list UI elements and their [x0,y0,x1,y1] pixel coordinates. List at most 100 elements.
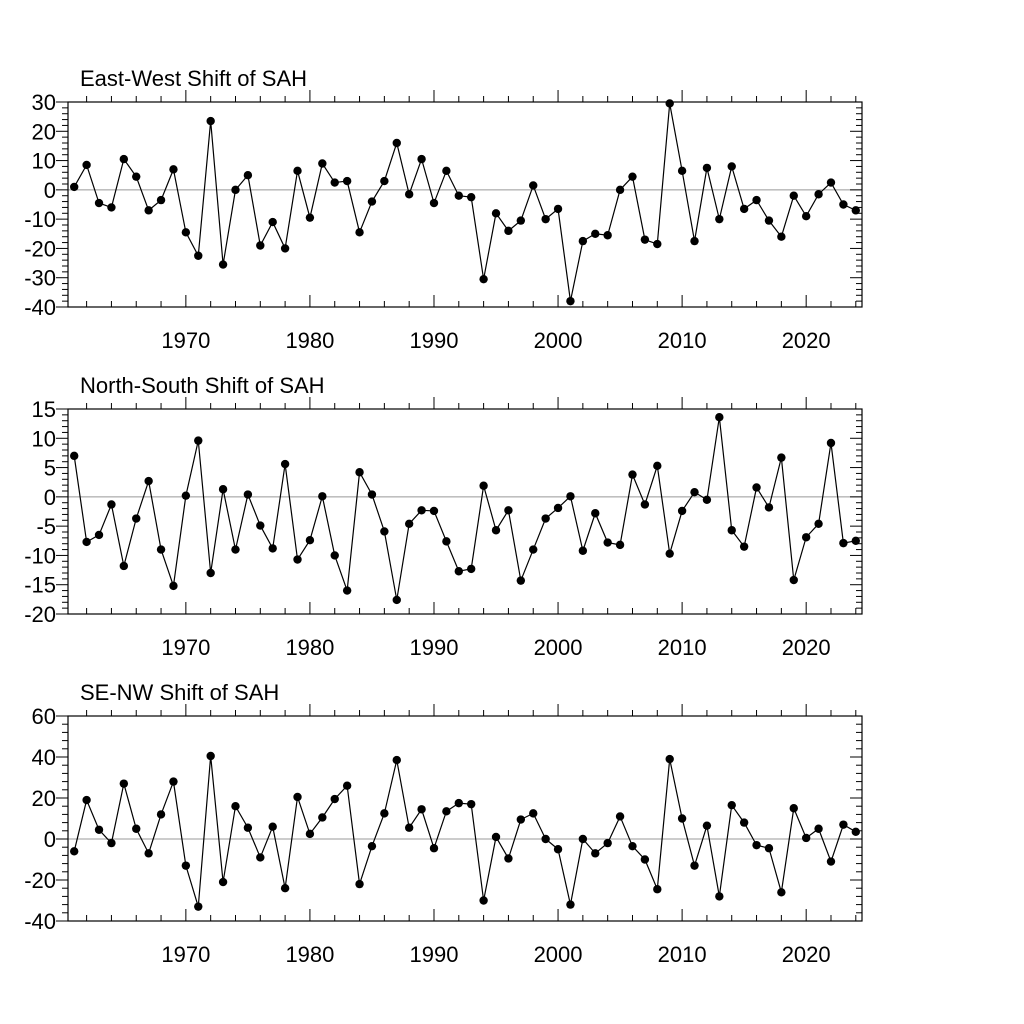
data-point [231,802,240,811]
chart-title: North-South Shift of SAH [80,373,325,398]
data-point [231,185,240,195]
data-point [243,490,253,499]
data-point [404,190,414,199]
data-point [640,235,650,244]
data-point [467,799,476,809]
data-point [380,176,389,186]
data-point [256,241,265,250]
chart-panel-1: East-West Shift of SAH -40 -30 -20 -10 0 10 20 3… [24,66,863,353]
data-point [826,178,836,187]
data-point [789,804,798,813]
data-point [429,506,439,516]
data-point [144,476,153,486]
data-point [615,812,625,821]
data-point [293,555,302,564]
data-point [603,538,612,547]
y-tick-label: 10 [32,149,56,174]
y-tick-label: 30 [32,90,56,115]
data-point [429,844,439,853]
series-line [73,417,856,601]
x-tick-label: 2010 [658,328,707,353]
data-point [640,855,650,864]
data-point [169,777,178,786]
data-point [814,190,823,199]
data-point [392,595,401,605]
data-point [479,481,488,490]
data-point [628,172,637,181]
data-point [628,841,637,851]
data-point [218,260,228,269]
data-point [342,586,352,595]
data-point [653,239,662,249]
y-tick-label: -10 [24,543,56,568]
x-tick-label: 2020 [782,942,831,967]
data-point [529,181,538,190]
y-tick-label: -30 [24,266,56,291]
data-point [752,195,761,205]
series-line [73,755,857,907]
data-point [318,159,327,168]
data-point [218,485,228,494]
data-point [628,470,637,479]
x-tick-label: 2000 [534,942,583,967]
data-point [342,176,352,186]
data-point [417,805,426,814]
data-point [243,823,253,832]
data-point [268,544,277,553]
data-point [392,755,401,765]
data-point [615,185,625,195]
plot-frame [67,408,863,615]
data-point [305,536,315,545]
x-tick-label: 2010 [658,635,707,660]
data-point [218,877,228,887]
data-point [119,779,129,788]
data-point [404,519,414,528]
y-tick-label: 10 [32,426,56,451]
data-point [119,561,129,571]
data-point [144,206,153,215]
data-point [206,751,215,761]
data-point [529,545,538,554]
data-point [355,468,364,477]
data-point [442,537,451,546]
plot-frame [67,715,863,922]
data-point [814,824,823,833]
data-point [541,834,550,844]
x-tick-label: 1990 [410,942,459,967]
data-point [467,192,476,202]
data-point [665,99,674,108]
chart-title: East-West Shift of SAH [80,66,307,91]
data-point [243,171,253,180]
data-point [789,575,798,585]
x-tick-label: 1980 [285,942,334,967]
data-point [739,818,749,827]
data-point [504,854,513,863]
data-point [640,500,650,509]
data-point [553,845,563,854]
data-point [826,857,836,866]
data-point [591,229,600,238]
data-point [839,538,848,548]
chart-title: SE-NW Shift of SAH [80,680,279,705]
data-point [318,813,327,822]
data-point [851,536,860,545]
data-point [789,191,798,200]
x-tick-label: 1980 [285,328,334,353]
data-point [94,530,104,540]
data-point [132,172,141,181]
data-point [566,296,575,306]
data-point [194,436,203,445]
y-tick-label: -40 [24,295,56,320]
data-point [529,809,538,818]
data-point [132,514,141,523]
data-point [752,483,761,492]
data-point [727,162,736,171]
chart-panel-2: North-South Shift of SAH -20 -15 -10 -5 0 5 10 1… [24,373,863,660]
data-point [715,892,724,901]
data-point [318,492,327,501]
data-point [516,815,526,824]
data-point [256,853,265,862]
data-point [280,244,290,253]
data-point [194,251,203,260]
